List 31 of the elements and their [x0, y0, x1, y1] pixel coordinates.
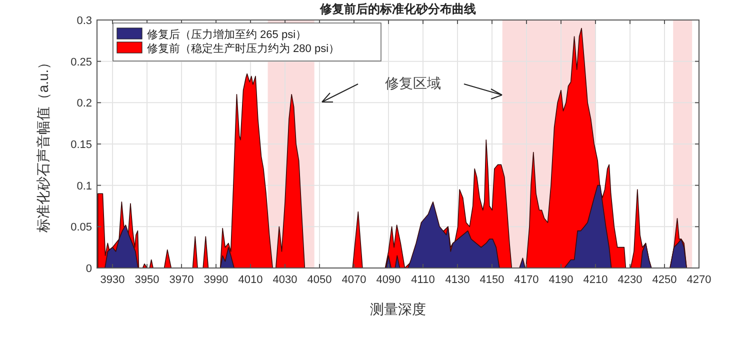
y-tick-label: 0.2	[76, 98, 92, 110]
y-axis-title: 标准化砂石声音幅值（a.u.）	[35, 55, 51, 234]
x-tick-label: 4150	[480, 274, 504, 286]
x-tick-label: 4270	[686, 274, 712, 286]
x-tick-label: 4010	[238, 274, 263, 286]
y-tick-label: 0.1	[76, 180, 92, 192]
legend-label: 修复后（压力增加至约 265 psi）	[147, 28, 307, 41]
x-tick-label: 4030	[272, 274, 298, 286]
x-tick-label: 4210	[583, 274, 608, 286]
chart-title: 修复前后的标准化砂分布曲线	[319, 2, 476, 16]
x-tick-label: 4130	[445, 274, 470, 286]
x-tick-label: 3930	[100, 274, 125, 286]
legend-label: 修复前（稳定生产时压力约为 280 psi）	[147, 42, 340, 55]
x-tick-label: 4250	[652, 274, 677, 286]
annotation: 修复区域	[385, 75, 441, 91]
x-tick-label: 4190	[548, 274, 574, 286]
x-tick-label: 4050	[307, 274, 332, 286]
y-tick-label: 0.05	[70, 222, 92, 234]
y-tick-label: 0.15	[70, 139, 92, 151]
x-tick-label: 3970	[169, 274, 194, 286]
x-tick-label: 4230	[618, 274, 642, 286]
y-tick-label: 0.25	[70, 56, 92, 68]
x-tick-label: 3950	[134, 274, 160, 286]
x-tick-label: 4090	[376, 274, 401, 286]
y-tick-label: 0.3	[76, 15, 92, 27]
x-tick-label: 4110	[411, 274, 435, 286]
y-tick-label: 0	[86, 263, 92, 275]
x-tick-label: 4070	[342, 274, 366, 286]
x-tick-label: 3990	[204, 274, 228, 286]
x-tick-label: 4170	[514, 274, 539, 286]
x-axis-title: 测量深度	[370, 301, 426, 317]
